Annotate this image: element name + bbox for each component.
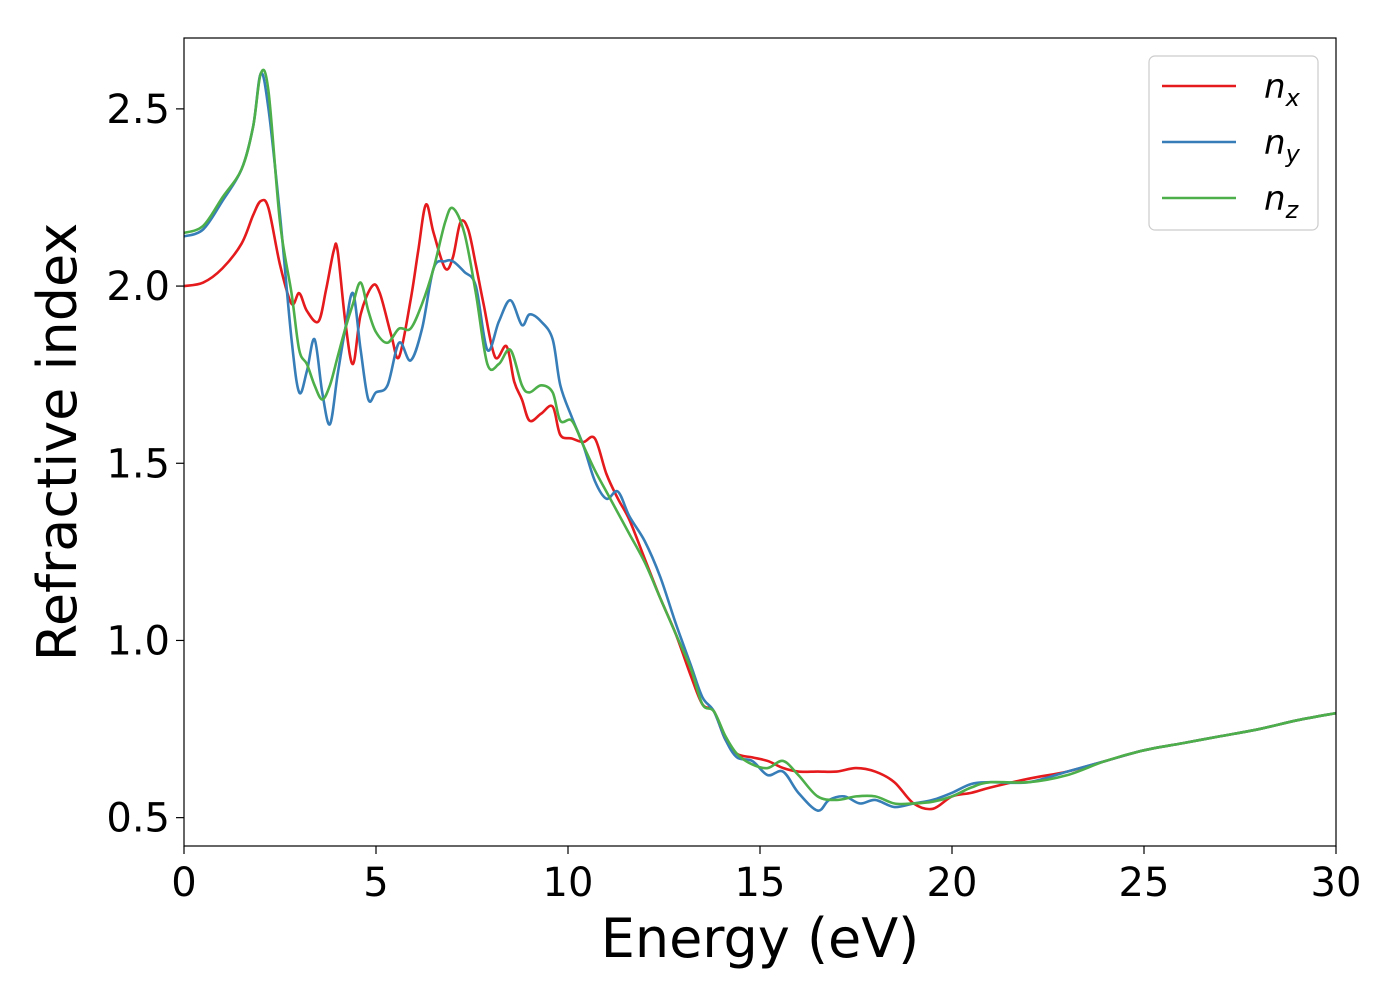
x-tick-label: 30: [1311, 860, 1362, 906]
x-tick-label: 10: [543, 860, 594, 906]
legend: nx ny nz: [1148, 55, 1319, 231]
y-tick-label: 1.0: [106, 618, 170, 664]
x-axis-ticks: 0 5 10 15 20 25 30: [171, 846, 1361, 906]
y-axis-label: Refractive index: [26, 223, 89, 662]
y-tick-label: 0.5: [106, 796, 170, 842]
x-tick-label: 5: [363, 860, 388, 906]
x-tick-label: 15: [735, 860, 786, 906]
x-tick-label: 25: [1119, 860, 1170, 906]
y-tick-label: 1.5: [106, 441, 170, 487]
legend-label-nz: nz: [1264, 179, 1300, 224]
legend-label-nx: nx: [1264, 67, 1301, 112]
y-tick-label: 2.5: [106, 87, 170, 133]
x-tick-label: 0: [171, 860, 196, 906]
legend-label-ny: ny: [1264, 123, 1301, 168]
y-axis-ticks: 0.5 1.0 1.5 2.0 2.5: [106, 87, 184, 842]
series-line-nz: [183, 68, 1337, 806]
plot-background: [184, 38, 1336, 846]
x-tick-label: 20: [927, 860, 978, 906]
series-layer: [183, 68, 1337, 812]
x-axis-label: Energy (eV): [601, 907, 920, 970]
y-tick-label: 2.0: [106, 264, 170, 310]
series-line-nx: [183, 198, 1337, 811]
